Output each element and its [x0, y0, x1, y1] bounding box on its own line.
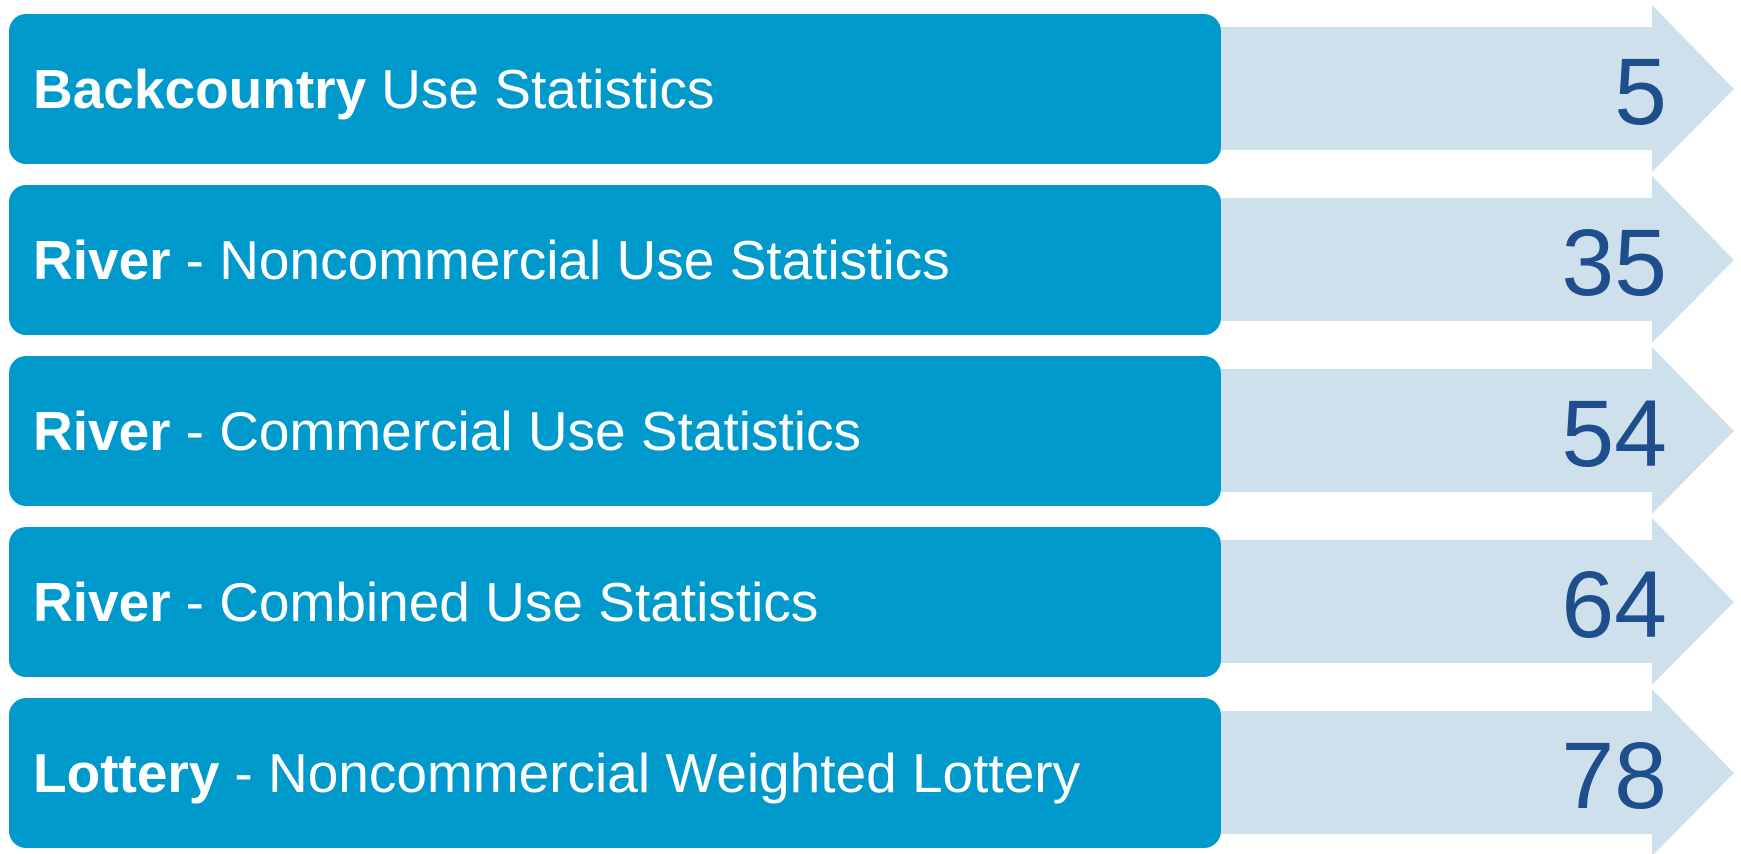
arrow	[1221, 5, 1734, 172]
item-label: Lottery - Noncommercial Weighted Lottery	[33, 742, 1081, 804]
list-item[interactable]: River - Commercial Use Statistics 54	[9, 347, 1734, 514]
list-item[interactable]: River - Noncommercial Use Statistics 35	[9, 176, 1734, 343]
item-number: 54	[1561, 381, 1667, 487]
item-box	[9, 698, 1221, 848]
item-number: 5	[1614, 39, 1667, 145]
item-label-text: - Noncommercial Weighted Lottery	[234, 742, 1080, 804]
item-label-text: - Commercial Use Statistics	[186, 400, 861, 462]
item-number: 64	[1561, 552, 1667, 658]
arrow	[1221, 347, 1734, 514]
item-label-bold: River	[33, 400, 171, 462]
item-label-bold: Lottery	[33, 742, 220, 804]
arrow	[1221, 689, 1734, 854]
item-number: 78	[1561, 723, 1667, 829]
item-box	[9, 356, 1221, 506]
item-box	[9, 14, 1221, 164]
item-number: 35	[1561, 210, 1667, 316]
list-item[interactable]: Backcountry Use Statistics 5	[9, 5, 1734, 172]
item-label-text: - Noncommercial Use Statistics	[186, 229, 950, 291]
item-label: River - Noncommercial Use Statistics	[33, 229, 950, 291]
item-label: River - Combined Use Statistics	[33, 571, 818, 633]
item-label-bold: River	[33, 571, 171, 633]
arrow	[1221, 518, 1734, 685]
item-label-bold: Backcountry	[33, 58, 367, 120]
item-box	[9, 527, 1221, 677]
item-label: Backcountry Use Statistics	[33, 58, 714, 120]
arrow	[1221, 176, 1734, 343]
item-label: River - Commercial Use Statistics	[33, 400, 861, 462]
item-label-text: Use Statistics	[381, 58, 714, 120]
item-label-bold: River	[33, 229, 171, 291]
item-label-text: - Combined Use Statistics	[186, 571, 819, 633]
list-item[interactable]: River - Combined Use Statistics 64	[9, 518, 1734, 685]
list-item[interactable]: Lottery - Noncommercial Weighted Lottery 7…	[9, 689, 1734, 854]
item-box	[9, 185, 1221, 335]
